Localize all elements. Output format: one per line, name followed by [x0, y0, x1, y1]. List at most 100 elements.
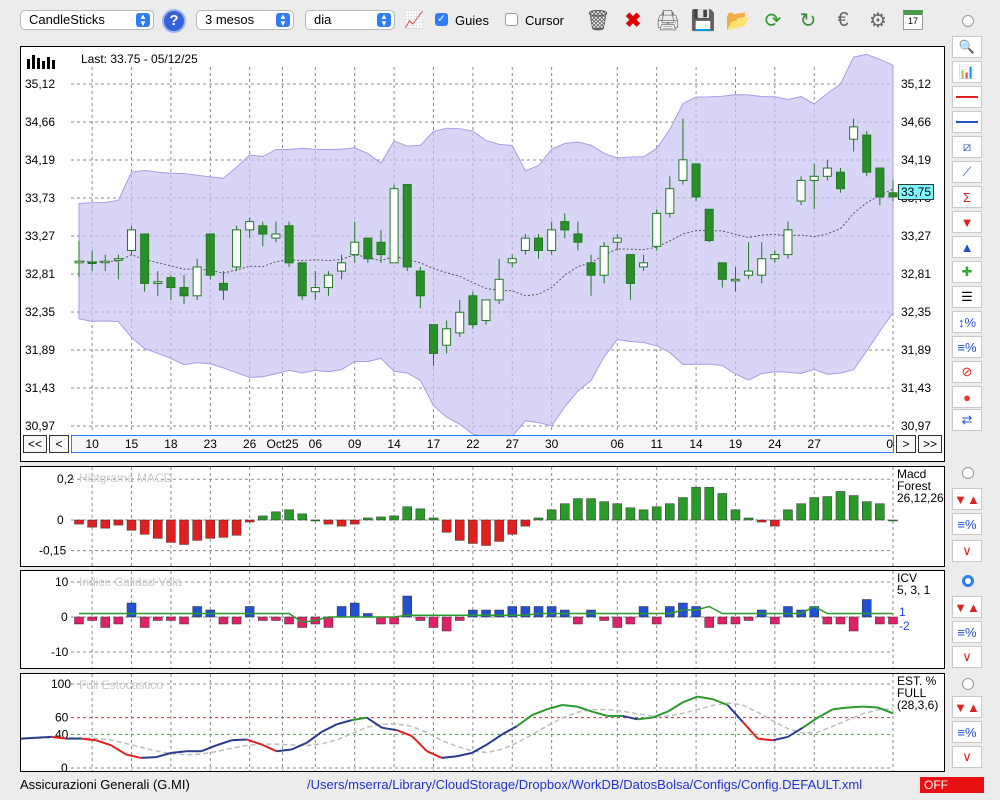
nav-first-button[interactable]: <<: [23, 435, 47, 453]
candle-body: [639, 262, 649, 268]
period-select[interactable]: 3 mesos ▲ ▼: [196, 10, 294, 30]
stochastic-k-segment: [562, 704, 578, 708]
signal-arrows-icon[interactable]: ▼▲: [952, 488, 982, 510]
panel-radio-icv[interactable]: [962, 575, 974, 587]
x-tick-label: 18: [164, 437, 178, 451]
x-tick-label: 30: [545, 437, 559, 451]
candle: [494, 258, 504, 305]
nav-prev-button[interactable]: <: [49, 435, 69, 453]
print-icon[interactable]: 🖨: [655, 9, 681, 32]
panel-radio-main[interactable]: [962, 15, 974, 27]
candle-body: [323, 274, 333, 289]
candle: [271, 221, 281, 243]
percent-lines-icon[interactable]: ≡%: [952, 513, 982, 535]
stochastic-k-segment: [501, 725, 518, 736]
horizontal-red-line-icon[interactable]: [952, 86, 982, 108]
calendar-chart-icon[interactable]: 📈: [404, 12, 424, 29]
percent-lines-icon[interactable]: ≡%: [952, 621, 982, 643]
macd-histogram[interactable]: 0,2 0 -0,15: [21, 467, 944, 566]
candle-body: [442, 328, 452, 346]
icv-bar: [494, 609, 504, 618]
histogram-bar: [231, 519, 242, 536]
update-icon[interactable]: ↻: [799, 9, 817, 32]
y-tick-label: 10: [55, 575, 69, 589]
candle-body: [744, 270, 754, 276]
histogram-bar: [783, 509, 793, 521]
candlestick-chart[interactable]: 35,1235,1234,6634,6634,1934,1933,7333,73…: [21, 47, 944, 461]
chart-type-select[interactable]: CandleSticks ▲ ▼: [20, 10, 154, 30]
oscillator-icon[interactable]: ∨: [952, 646, 982, 668]
candle-body: [337, 262, 347, 272]
currency-icon[interactable]: €: [837, 8, 849, 31]
cursor-checkbox[interactable]: [505, 13, 518, 26]
icv-bar: [87, 616, 97, 621]
record-icon[interactable]: ●: [952, 386, 982, 408]
help-icon[interactable]: ?: [162, 9, 186, 33]
x-tick-label: 17: [427, 437, 441, 451]
interval-select[interactable]: dia ▲ ▼: [305, 10, 395, 30]
percent-range-icon[interactable]: ↕%: [952, 311, 982, 333]
icv-chart[interactable]: 10 0 -10: [21, 571, 944, 668]
config-path[interactable]: /Users/mserra/Library/CloudStorage/Dropb…: [307, 777, 863, 792]
lines-icon[interactable]: ☰: [952, 286, 982, 308]
stochastic-k-segment: [21, 736, 37, 740]
x-tick-label: 27: [506, 437, 520, 451]
help-label: ?: [169, 12, 179, 29]
histogram-bar: [323, 519, 334, 525]
macd-legend-line: 26,12,26: [897, 491, 944, 505]
panel-radio-macd[interactable]: [962, 467, 974, 479]
icv-bar: [625, 616, 636, 625]
arrow-down-icon[interactable]: ▼: [952, 211, 982, 233]
percent-lines-icon[interactable]: ≡%: [952, 336, 982, 358]
histogram-bar: [625, 507, 636, 521]
signal-arrows-icon[interactable]: ▼▲: [952, 696, 982, 718]
swap-icon[interactable]: ⇄: [952, 409, 982, 431]
date-scrollbar[interactable]: [71, 435, 894, 453]
nav-next-button[interactable]: >: [896, 435, 916, 453]
panel-radio-stoch[interactable]: [962, 678, 974, 690]
trendline-icon[interactable]: ⟋: [952, 161, 982, 183]
gear-icon[interactable]: ⚙: [869, 9, 887, 32]
guides-checkbox[interactable]: ✓: [435, 13, 448, 26]
sigma-line-icon[interactable]: Σ: [952, 186, 982, 208]
stochastic-k-segment: [261, 743, 277, 753]
period-value: 3 mesos: [205, 12, 255, 27]
icv-bar: [454, 616, 465, 621]
delete-chart-icon[interactable]: ✖: [624, 9, 642, 32]
stochastic-k-segment: [141, 756, 157, 759]
save-icon[interactable]: 💾: [690, 9, 716, 32]
arrow-up-icon[interactable]: ▲: [952, 236, 982, 258]
icv-bar: [546, 606, 557, 618]
icv-value-2: -2: [899, 619, 910, 633]
open-folder-icon[interactable]: 📂: [725, 9, 751, 32]
refresh-icon[interactable]: ⟳: [764, 9, 782, 32]
trend-channel-icon[interactable]: ⧄: [952, 136, 982, 158]
icv-bar: [244, 606, 255, 618]
y-tick-label: 33,73: [25, 191, 55, 205]
status-badge[interactable]: OFF: [920, 777, 984, 793]
icv-bar: [428, 616, 439, 628]
no-entry-icon[interactable]: ⊘: [952, 361, 982, 383]
x-tick-label: 23: [204, 437, 218, 451]
oscillator-icon[interactable]: ∨: [952, 540, 982, 562]
nav-last-button[interactable]: >>: [918, 435, 942, 453]
percent-lines-icon[interactable]: ≡%: [952, 721, 982, 743]
icv-bar: [441, 616, 452, 632]
zoom-icon[interactable]: 🔍: [952, 36, 982, 58]
calendar-icon[interactable]: 17: [899, 6, 927, 34]
icv-bar: [507, 606, 518, 618]
add-signal-icon[interactable]: ✚: [952, 261, 982, 283]
trash-icon[interactable]: 🗑: [585, 9, 611, 32]
horizontal-blue-line-icon[interactable]: [952, 111, 982, 133]
icv-bar: [139, 616, 150, 628]
oscillator-icon[interactable]: ∨: [952, 746, 982, 768]
icv-bar: [218, 616, 229, 625]
bar-chart-icon[interactable]: [27, 53, 57, 69]
macd-legend-line: Forest: [897, 479, 932, 493]
histogram-bar: [244, 519, 255, 523]
histogram-bar: [546, 509, 557, 521]
candle-body: [166, 277, 176, 289]
indicator-chart-icon[interactable]: 📊: [952, 61, 982, 83]
signal-arrows-icon[interactable]: ▼▲: [952, 596, 982, 618]
